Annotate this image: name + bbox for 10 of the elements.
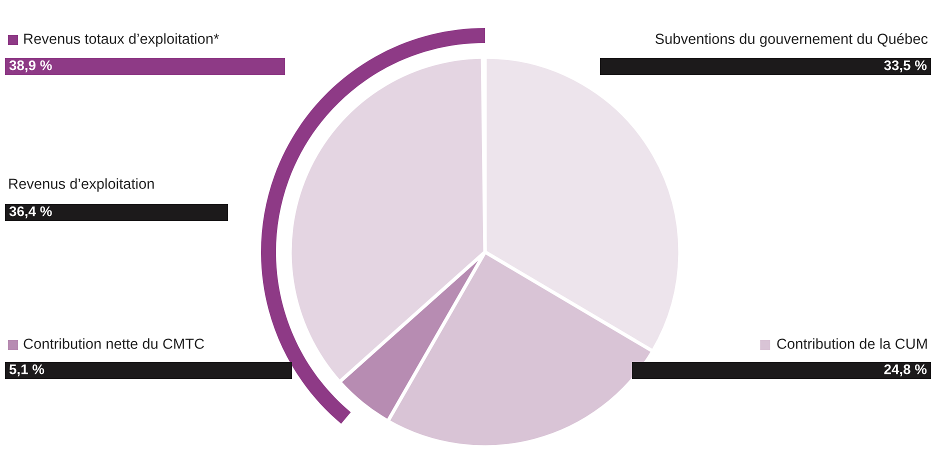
legend-label: Contribution de la CUM [777,338,927,349]
data-label: 38,9 % [9,60,52,72]
legend-label: Revenus totaux d’exploitation* [24,33,219,47]
data-label: 33,5 % [884,60,927,72]
slice-label: Subventions du gouvernement du Québec [655,33,928,47]
legend-label: Contribution nette du CMTC [24,338,204,349]
data-label: 5,1 % [9,364,44,376]
slice-label: Revenus d’exploitation [9,178,154,192]
data-label: 36,4 % [9,206,52,218]
data-label: 24,8 % [884,364,927,376]
